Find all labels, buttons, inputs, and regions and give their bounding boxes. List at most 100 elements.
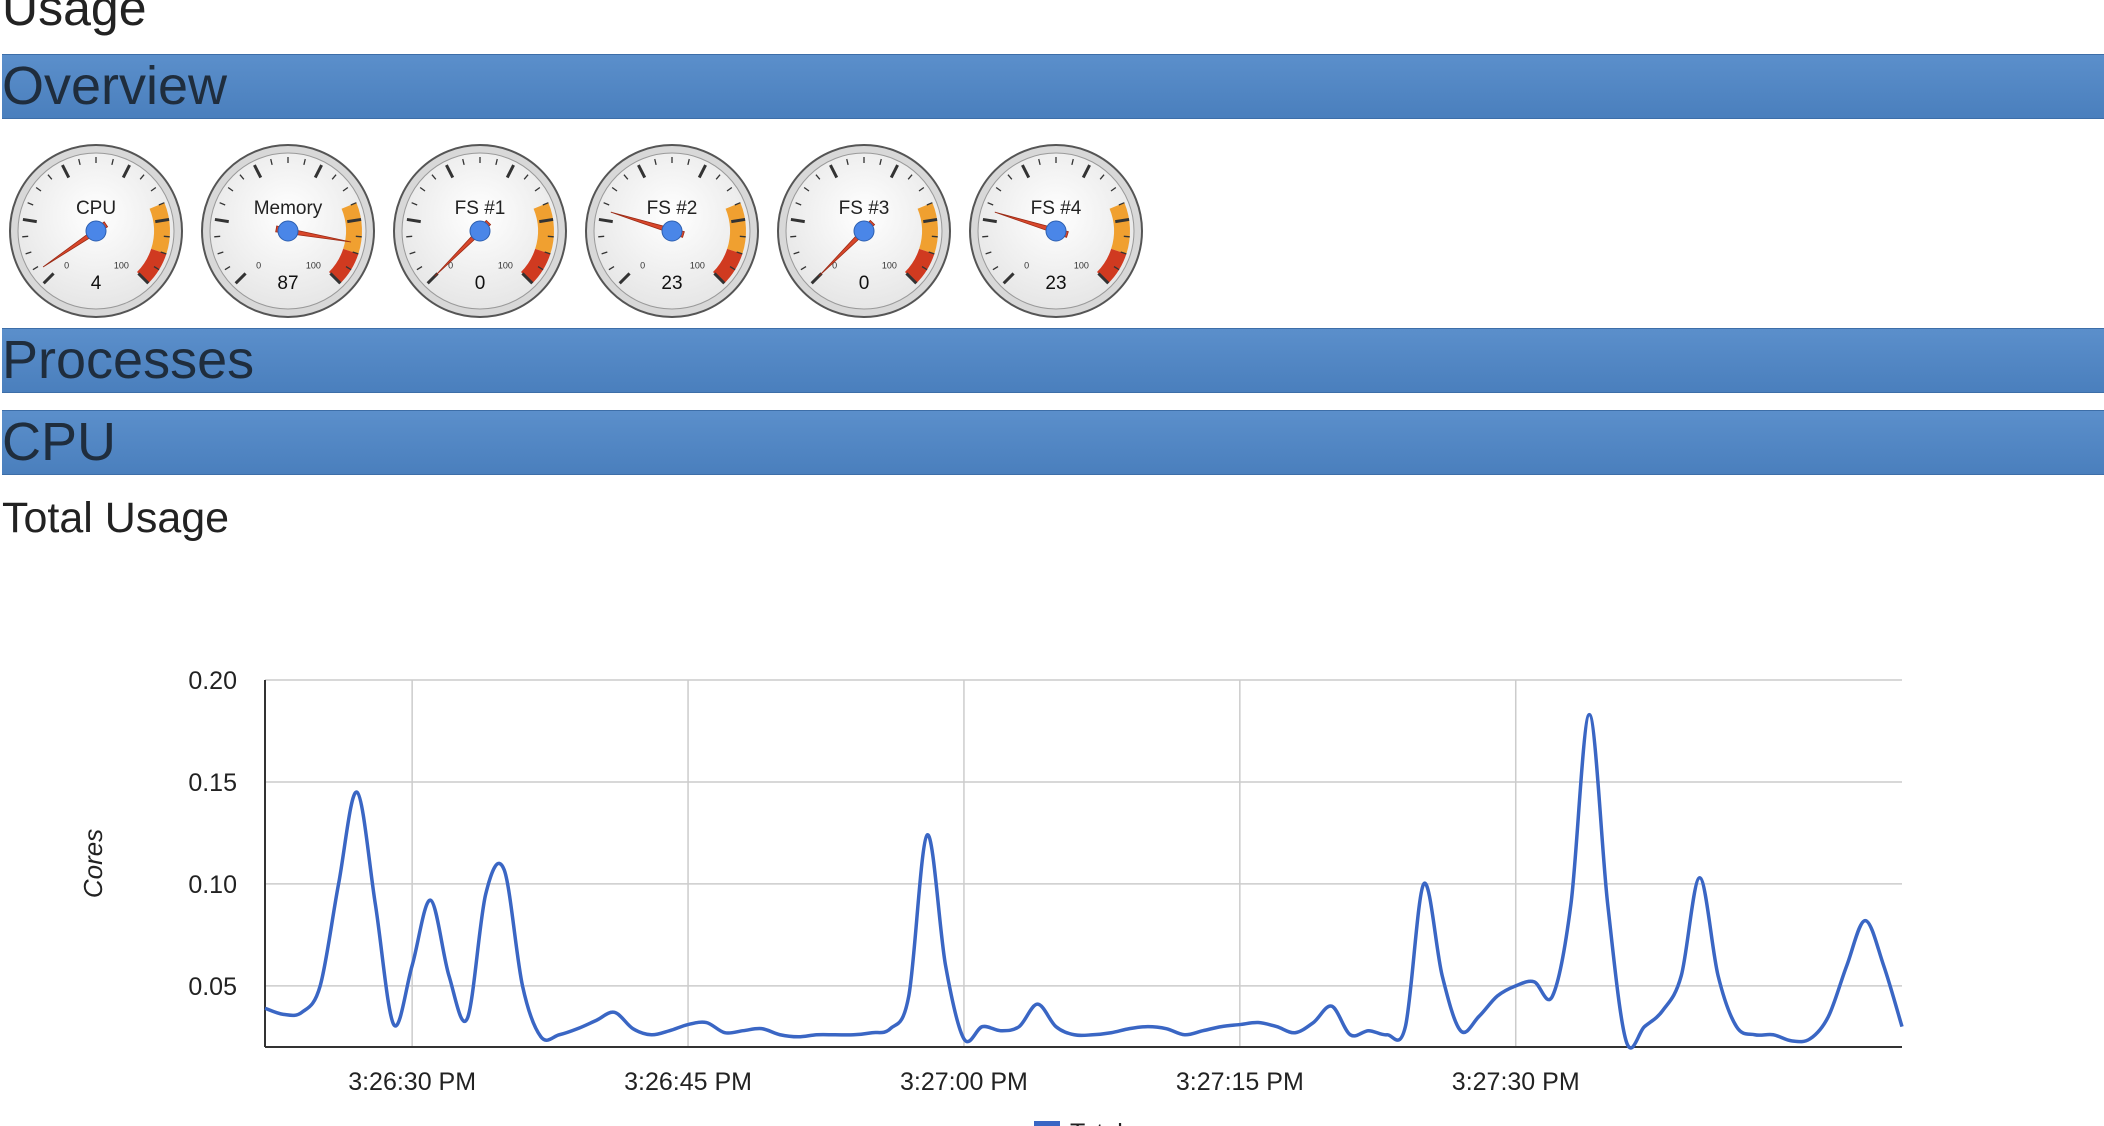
gauge-tick	[907, 174, 913, 180]
gauge-tick	[352, 251, 359, 255]
gauge-tick	[734, 202, 741, 206]
section-processes-title: Processes	[2, 330, 255, 390]
gauge-band	[725, 202, 746, 254]
gauge-tick	[224, 265, 231, 271]
x-tick-label: 3:26:30 PM	[348, 1068, 476, 1096]
page-title: Usage	[2, 0, 147, 36]
gauge-tick	[347, 217, 362, 224]
gauge-min-label: 0	[448, 260, 453, 270]
gauge-value: 87	[277, 273, 298, 294]
gauge-tick	[495, 158, 498, 166]
gauge-fs2: 0 100 FS #2 23	[585, 144, 759, 318]
gauge-tick	[1021, 164, 1031, 179]
gauge-tick	[350, 202, 357, 206]
gauge-tick	[150, 186, 157, 192]
gauge-max-label: 100	[114, 260, 129, 270]
y-tick-label: 0.20	[188, 667, 237, 695]
gauge-tick	[523, 174, 529, 180]
gauge-tick	[697, 164, 707, 179]
gauge-max-label: 100	[1074, 260, 1089, 270]
gauge-tick	[928, 251, 935, 255]
gauge-tick	[846, 158, 849, 166]
gauge-tick	[889, 164, 899, 179]
gauge-band	[533, 202, 554, 254]
gauge-tick	[78, 158, 81, 166]
gauge-tick	[926, 202, 933, 206]
section-overview-title: Overview	[2, 56, 228, 116]
gauge-tick	[155, 217, 170, 224]
gauge-min-label: 0	[1024, 260, 1029, 270]
gauge-tick	[139, 174, 145, 180]
gauge-hub	[85, 220, 107, 242]
gauge-tick	[42, 272, 55, 285]
gauge-value: 23	[661, 273, 682, 294]
gauge-tick	[153, 265, 160, 271]
gauge-tick	[608, 265, 615, 271]
gauge-band	[1109, 202, 1130, 254]
gauge-tick	[654, 158, 657, 166]
gauge-tick	[879, 158, 882, 166]
gauge-band	[905, 248, 935, 284]
gauge-band	[137, 248, 167, 284]
gauge-max-label: 100	[690, 260, 705, 270]
x-tick-label: 3:27:30 PM	[1452, 1068, 1580, 1096]
gauge-tick	[803, 186, 810, 192]
gauge-min-label: 0	[256, 260, 261, 270]
gauge-tick	[121, 164, 131, 179]
gauge-max-label: 100	[306, 260, 321, 270]
gauge-tick	[431, 174, 437, 180]
gauge-tick	[918, 186, 925, 192]
gauge-tick	[313, 164, 323, 179]
gauge-label: Memory	[254, 198, 323, 219]
gauge-tick	[987, 202, 994, 206]
gauge-tick	[790, 217, 805, 224]
gauge-band	[917, 202, 938, 254]
gauge-tick	[611, 186, 618, 192]
section-cpu-title: CPU	[2, 412, 117, 472]
gauge-tick	[160, 251, 167, 255]
gauge-tick	[1081, 164, 1091, 179]
gauge-tick	[1120, 251, 1127, 255]
gauge-max-label: 100	[882, 260, 897, 270]
gauge-tick	[345, 265, 352, 271]
gauge-tick	[1099, 174, 1105, 180]
gauge-hub	[853, 220, 875, 242]
gauge-value: 0	[475, 273, 486, 294]
gauge-tick	[715, 174, 721, 180]
gauge-tick	[1110, 186, 1117, 192]
gauge-tick	[985, 251, 992, 255]
gauge-tick	[234, 272, 247, 285]
gauge-label: FS #1	[455, 198, 506, 219]
cpu-total-usage-heading: Total Usage	[2, 494, 230, 542]
gauge-tick	[1071, 158, 1074, 166]
gauge-tick	[795, 202, 802, 206]
gauge-tick	[227, 186, 234, 192]
y-tick-label: 0.05	[188, 973, 237, 1001]
gauge-tick	[219, 202, 226, 206]
gauge-tick	[534, 186, 541, 192]
gauge-tick	[713, 272, 726, 285]
gauge-tick	[1097, 272, 1110, 285]
gauge-tick	[982, 217, 997, 224]
gauge-tick	[411, 202, 418, 206]
gauge-min-label: 0	[640, 260, 645, 270]
gauge-hub	[469, 220, 491, 242]
gauge-tick	[22, 217, 37, 224]
gauge-tick	[331, 174, 337, 180]
gauge-tick	[601, 251, 608, 255]
gauge-tick	[603, 202, 610, 206]
gauge-value: 4	[91, 273, 102, 294]
gauge-fs4: 0 100 FS #4 23	[969, 144, 1143, 318]
gauge-min-label: 0	[64, 260, 69, 270]
gauge-band	[521, 248, 551, 284]
gauge-min-label: 0	[832, 260, 837, 270]
gauge-hub	[661, 220, 683, 242]
gauge-tick	[253, 164, 263, 179]
gauge-label: FS #3	[839, 198, 890, 219]
gauge-tick	[1002, 272, 1015, 285]
gauge-tick	[270, 158, 273, 166]
gauge-tick	[623, 174, 629, 180]
gauge-tick	[32, 265, 39, 271]
x-tick-label: 3:27:15 PM	[1176, 1068, 1304, 1096]
gauge-tick	[598, 217, 613, 224]
